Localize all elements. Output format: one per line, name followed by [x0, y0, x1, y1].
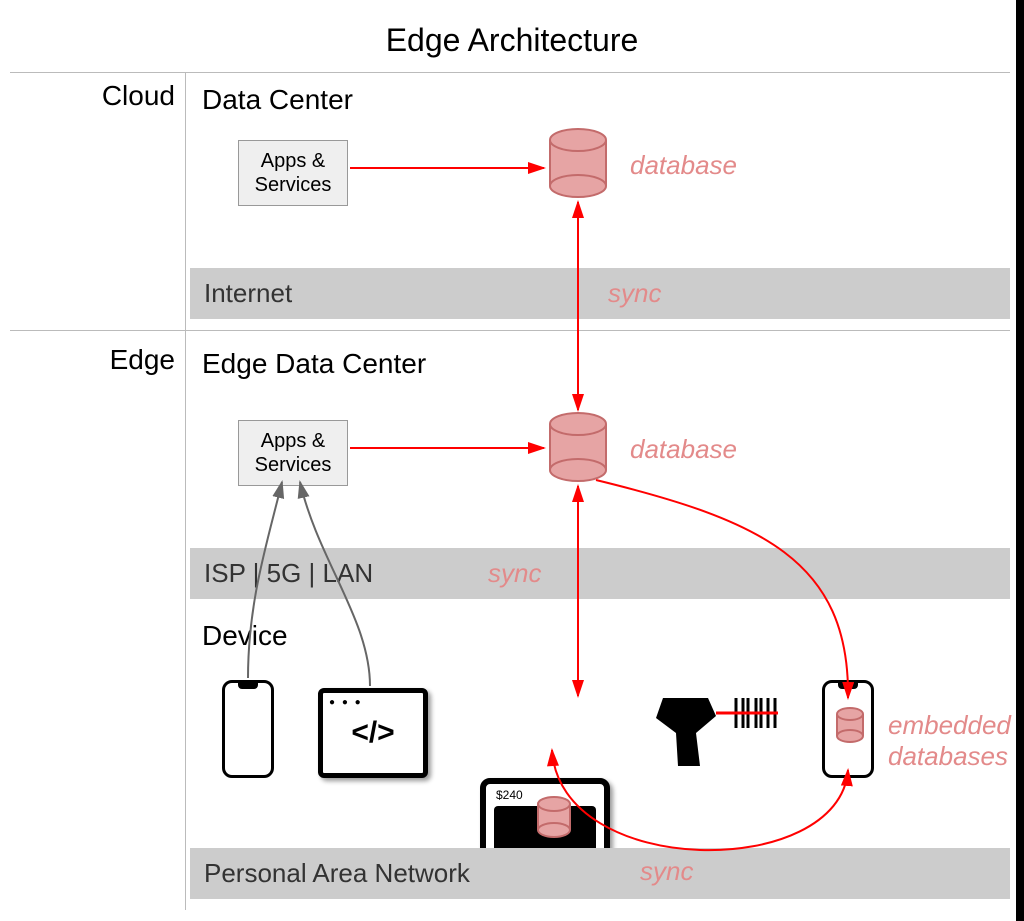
- sync-label-2: sync: [488, 558, 541, 589]
- grid-line: [10, 72, 1010, 73]
- tier-device: Device: [190, 610, 1010, 660]
- row-label-cloud: Cloud: [10, 80, 185, 112]
- row-label-edge: Edge: [10, 344, 185, 376]
- pos-embedded-db-icon: [536, 796, 572, 840]
- grid-line: [185, 72, 186, 910]
- tier-data-center: Data Center: [190, 74, 1010, 124]
- diagram-canvas: Edge Architecture Cloud Edge Data Center…: [0, 0, 1024, 921]
- apps-label: Apps & Services: [255, 430, 332, 476]
- barcode-scanner-icon: [648, 688, 788, 778]
- band-internet: Internet: [190, 268, 1010, 319]
- edge-database-icon: [548, 412, 608, 484]
- cloud-database-icon: [548, 128, 608, 200]
- band-pan: Personal Area Network: [190, 848, 1010, 899]
- embedded-db-label: embedded databases: [888, 710, 1011, 772]
- diagram-title: Edge Architecture: [0, 22, 1024, 59]
- cloud-apps-box: Apps & Services: [238, 140, 348, 206]
- phone-icon: [222, 680, 274, 778]
- pos-price: $240: [496, 788, 523, 802]
- sync-label-3: sync: [640, 856, 693, 887]
- tier-edge-dc: Edge Data Center: [190, 338, 1010, 388]
- band-isp: ISP | 5G | LAN: [190, 548, 1010, 599]
- browser-icon: ● ● ● </>: [318, 688, 428, 778]
- apps-label: Apps & Services: [255, 150, 332, 196]
- phone2-icon: [822, 680, 874, 778]
- edge-db-label: database: [630, 434, 737, 465]
- edge-apps-box: Apps & Services: [238, 420, 348, 486]
- sync-label-1: sync: [608, 278, 661, 309]
- page-edge: [1016, 0, 1024, 921]
- phone-embedded-db-icon: [835, 707, 865, 747]
- grid-line: [10, 330, 1010, 331]
- cloud-db-label: database: [630, 150, 737, 181]
